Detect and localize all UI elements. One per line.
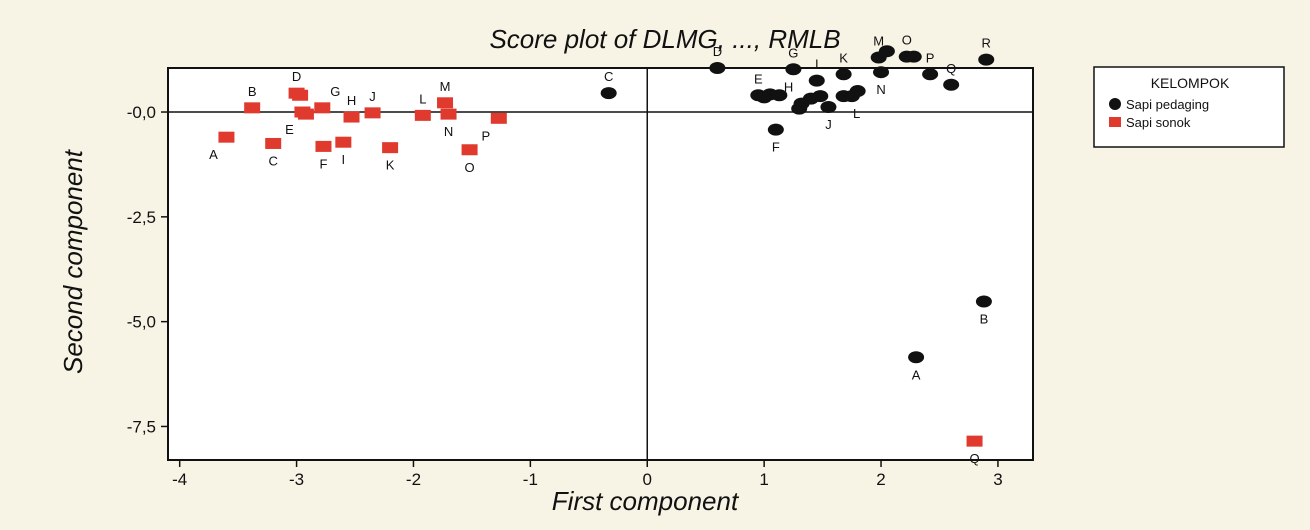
y-axis-title: Second component <box>58 148 88 374</box>
point-sapi-pedaging <box>835 68 852 81</box>
point-sapi-pedaging <box>905 50 922 63</box>
point-sapi-pedaging <box>849 85 866 98</box>
point-label: O <box>902 33 912 48</box>
point-label: L <box>419 91 426 106</box>
point-sapi-pedaging <box>943 78 960 91</box>
point-sapi-pedaging <box>709 62 726 74</box>
point-sapi-sonok <box>315 140 332 152</box>
point-sapi-pedaging <box>908 351 925 364</box>
point-label: P <box>926 50 935 65</box>
x-tick-label: 2 <box>876 470 885 489</box>
point-label: N <box>876 82 885 97</box>
point-label: M <box>873 34 884 49</box>
point-sapi-sonok <box>966 435 983 447</box>
x-tick-label: -4 <box>172 470 187 489</box>
point-label: C <box>604 69 613 84</box>
point-label: H <box>784 80 793 95</box>
point-sapi-pedaging <box>922 68 939 81</box>
point-label: C <box>269 153 278 168</box>
point-label: B <box>980 312 989 327</box>
point-sapi-sonok <box>265 137 282 149</box>
y-tick-label: -5,0 <box>127 313 156 332</box>
point-sapi-sonok <box>461 144 478 156</box>
point-label: Q <box>969 451 979 466</box>
point-sapi-sonok <box>218 131 235 143</box>
y-tick-label: -0,0 <box>127 103 156 122</box>
point-label: K <box>839 50 848 65</box>
point-label: F <box>319 156 327 171</box>
point-label: N <box>444 124 453 139</box>
point-sapi-sonok <box>343 111 360 123</box>
y-tick-label: -2,5 <box>127 208 156 227</box>
point-sapi-sonok <box>382 142 399 154</box>
point-sapi-sonok <box>244 102 261 114</box>
x-tick-label: -3 <box>289 470 304 489</box>
x-axis-ticks: -4 -3 -2 -1 0 1 2 3 <box>172 460 1003 489</box>
point-sapi-pedaging <box>975 295 992 308</box>
point-label: J <box>825 117 832 132</box>
point-sapi-pedaging <box>812 90 829 103</box>
point-sapi-sonok <box>437 97 454 109</box>
x-tick-label: 3 <box>993 470 1002 489</box>
point-label: B <box>248 84 257 99</box>
point-label: A <box>912 367 921 382</box>
point-sapi-sonok <box>292 89 309 101</box>
legend-title: KELOMPOK <box>1151 75 1230 91</box>
x-tick-label: -2 <box>406 470 421 489</box>
point-label: J <box>369 89 376 104</box>
point-sapi-sonok <box>414 109 431 121</box>
legend: KELOMPOK Sapi pedaging Sapi sonok <box>1093 66 1285 148</box>
x-tick-label: 1 <box>759 470 768 489</box>
point-label: P <box>481 128 490 143</box>
point-sapi-sonok <box>364 107 381 119</box>
point-label: E <box>285 122 294 137</box>
legend-marker-sapi-sonok <box>1109 117 1121 127</box>
point-sapi-sonok <box>297 108 314 120</box>
point-label: I <box>815 57 819 72</box>
point-label: F <box>772 140 780 155</box>
x-tick-label: 0 <box>643 470 652 489</box>
point-sapi-pedaging <box>978 53 995 66</box>
point-label: L <box>853 106 860 121</box>
legend-label-sapi-sonok: Sapi sonok <box>1126 115 1191 130</box>
point-label: E <box>754 71 763 86</box>
point-label: D <box>713 44 722 59</box>
point-sapi-pedaging <box>808 74 825 87</box>
legend-label-sapi-pedaging: Sapi pedaging <box>1126 97 1209 112</box>
point-sapi-pedaging <box>820 100 837 113</box>
point-label: G <box>330 84 340 99</box>
legend-marker-sapi-pedaging <box>1109 98 1121 110</box>
chart-title: Score plot of DLMG, ..., RMLB <box>489 24 840 54</box>
point-label: Q <box>946 61 956 76</box>
point-label: A <box>209 147 218 162</box>
plot-area <box>167 67 1034 461</box>
point-sapi-pedaging <box>878 45 895 58</box>
point-label: M <box>440 79 451 94</box>
point-sapi-pedaging <box>767 123 784 136</box>
point-sapi-sonok <box>490 112 507 124</box>
point-sapi-sonok <box>314 102 331 114</box>
point-label: G <box>788 45 798 60</box>
point-sapi-pedaging <box>791 102 808 115</box>
point-sapi-pedaging <box>771 89 788 102</box>
point-label: R <box>982 36 991 51</box>
point-label: K <box>386 158 395 173</box>
point-label: I <box>342 152 346 167</box>
legend-box <box>1093 66 1285 148</box>
y-tick-label: -7,5 <box>127 417 156 436</box>
point-sapi-sonok <box>335 136 352 148</box>
x-tick-label: -1 <box>523 470 538 489</box>
point-label: H <box>347 93 356 108</box>
point-sapi-sonok <box>440 108 457 120</box>
point-sapi-pedaging <box>600 87 617 100</box>
point-label: D <box>292 69 301 84</box>
y-axis-ticks: -0,0 -2,5 -5,0 -7,5 <box>127 103 168 436</box>
x-axis-title: First component <box>552 486 740 516</box>
point-sapi-pedaging <box>785 63 802 76</box>
point-label: O <box>465 160 475 175</box>
point-sapi-pedaging <box>873 66 890 79</box>
